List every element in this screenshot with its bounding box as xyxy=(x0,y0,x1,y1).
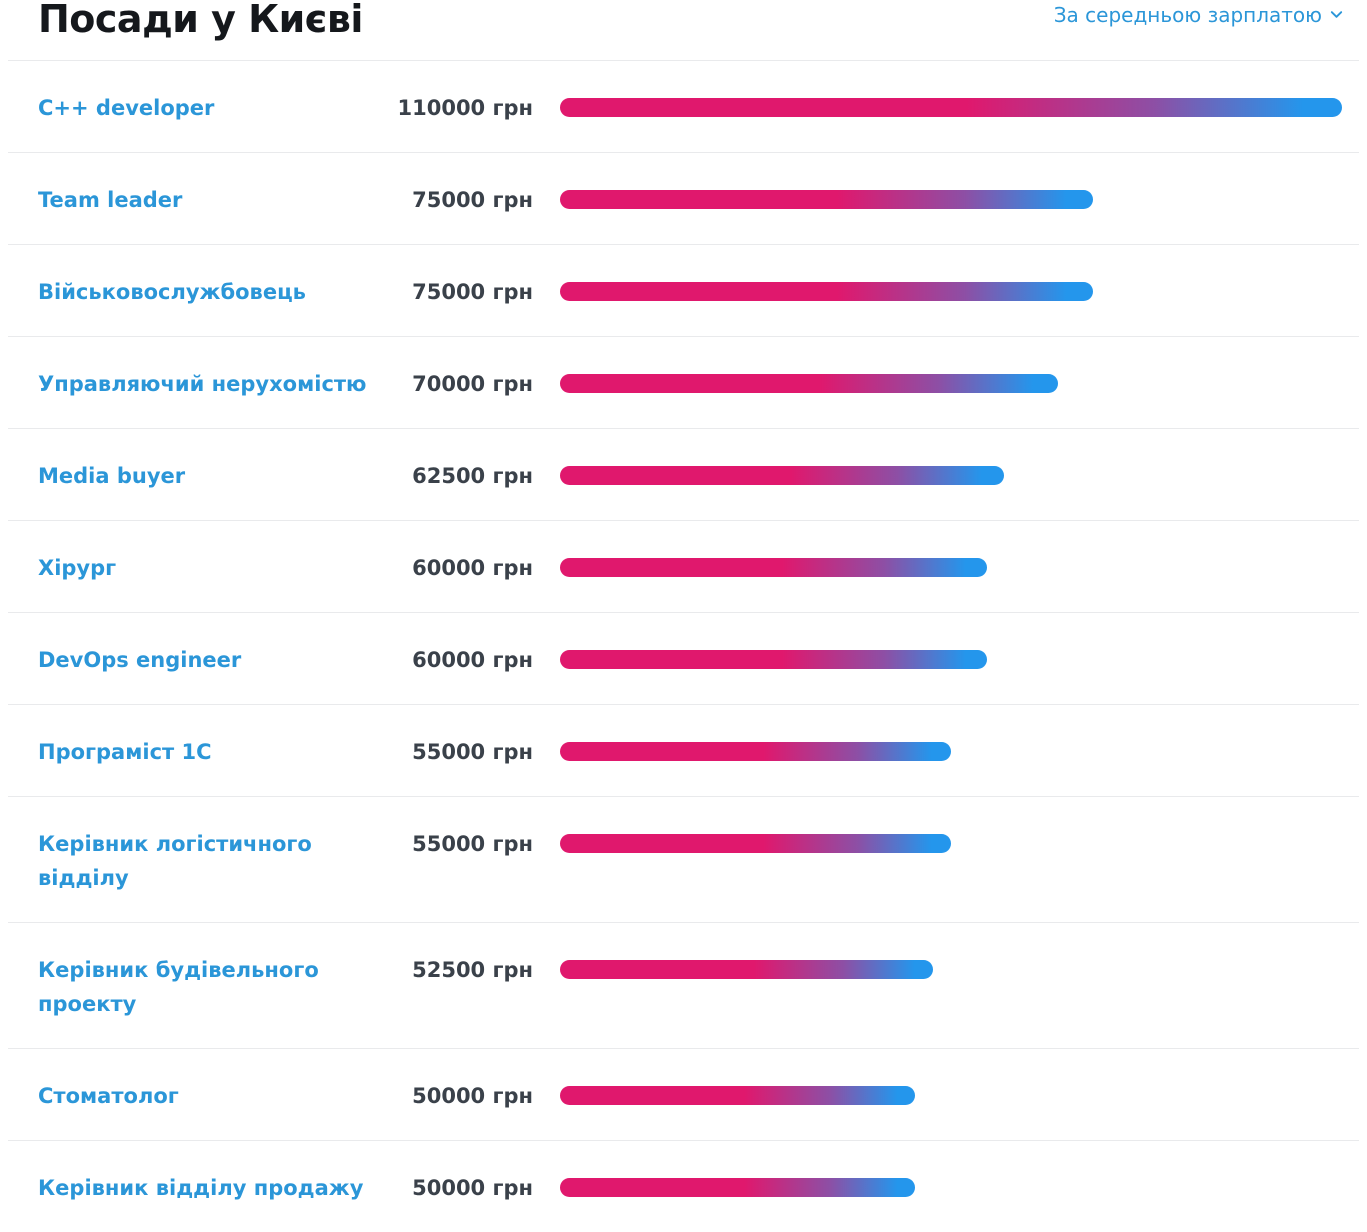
salary-bar-track xyxy=(560,1079,1342,1105)
salary-bar-track xyxy=(560,367,1342,393)
sort-dropdown-label: За середньою зарплатою xyxy=(1053,3,1322,27)
position-link[interactable]: Керівник відділу продажу xyxy=(38,1176,364,1200)
position-row: Керівник відділу продажу 50000 грн xyxy=(8,1140,1359,1232)
position-link[interactable]: Media buyer xyxy=(38,464,186,488)
salary-bar-track xyxy=(560,91,1342,117)
salary-bar-track xyxy=(560,735,1342,761)
position-row: Керівник будівельного проекту 52500 грн xyxy=(8,922,1359,1048)
salary-bar-track xyxy=(560,459,1342,485)
position-row: Військовослужбовець 75000 грн xyxy=(8,244,1359,336)
position-link[interactable]: DevOps engineer xyxy=(38,648,242,672)
salary-bar xyxy=(560,742,951,761)
salary-bar-track xyxy=(560,551,1342,577)
salary-value: 60000 грн xyxy=(412,556,533,580)
salary-value: 55000 грн xyxy=(412,740,533,764)
position-row: Управляючий нерухомістю 70000 грн xyxy=(8,336,1359,428)
position-row: Стоматолог 50000 грн xyxy=(8,1048,1359,1140)
salary-bar xyxy=(560,190,1094,209)
salary-bar xyxy=(560,1178,916,1197)
salary-bar-track xyxy=(560,183,1342,209)
position-link[interactable]: C++ developer xyxy=(38,96,215,120)
salary-bar xyxy=(560,282,1094,301)
position-row: DevOps engineer 60000 грн xyxy=(8,612,1359,704)
salary-bar xyxy=(560,834,951,853)
position-link[interactable]: Стоматолог xyxy=(38,1084,179,1108)
chevron-down-icon xyxy=(1329,2,1344,28)
salary-bar xyxy=(560,374,1058,393)
salary-value: 50000 грн xyxy=(412,1176,533,1200)
positions-list: C++ developer 110000 грн Team leader 750… xyxy=(8,60,1359,1232)
chart-header: Посади у Києві За середньою зарплатою xyxy=(8,0,1359,60)
salary-bar xyxy=(560,466,1005,485)
position-link[interactable]: Військовослужбовець xyxy=(38,280,306,304)
salary-bar-track xyxy=(560,827,1342,853)
salary-bar xyxy=(560,98,1342,117)
position-row: Програміст 1С 55000 грн xyxy=(8,704,1359,796)
position-link[interactable]: Team leader xyxy=(38,188,183,212)
salary-value: 55000 грн xyxy=(412,832,533,856)
salary-bar xyxy=(560,960,934,979)
page-title: Посади у Києві xyxy=(38,0,363,41)
salary-bar xyxy=(560,1086,916,1105)
position-row: Media buyer 62500 грн xyxy=(8,428,1359,520)
position-link[interactable]: Управляючий нерухомістю xyxy=(38,372,367,396)
position-link[interactable]: Хірург xyxy=(38,556,117,580)
salary-bar-track xyxy=(560,1171,1342,1197)
salary-value: 60000 грн xyxy=(412,648,533,672)
position-link[interactable]: Програміст 1С xyxy=(38,740,212,764)
salary-value: 75000 грн xyxy=(412,280,533,304)
position-row: Керівник логістичного відділу 55000 грн xyxy=(8,796,1359,922)
sort-dropdown[interactable]: За середньою зарплатою xyxy=(1054,0,1344,28)
salary-bar-track xyxy=(560,643,1342,669)
salary-bar xyxy=(560,650,987,669)
salary-value: 50000 грн xyxy=(412,1084,533,1108)
salary-bar xyxy=(560,558,987,577)
salary-bar-track xyxy=(560,275,1342,301)
salary-value: 52500 грн xyxy=(412,958,533,982)
salary-value: 70000 грн xyxy=(412,372,533,396)
salary-bar-track xyxy=(560,953,1342,979)
salary-value: 110000 грн xyxy=(397,96,534,120)
position-row: Team leader 75000 грн xyxy=(8,152,1359,244)
salary-value: 62500 грн xyxy=(412,464,533,488)
position-link[interactable]: Керівник будівельного проекту xyxy=(38,958,319,1016)
salary-value: 75000 грн xyxy=(412,188,533,212)
position-row: C++ developer 110000 грн xyxy=(8,60,1359,152)
position-row: Хірург 60000 грн xyxy=(8,520,1359,612)
position-link[interactable]: Керівник логістичного відділу xyxy=(38,832,312,890)
